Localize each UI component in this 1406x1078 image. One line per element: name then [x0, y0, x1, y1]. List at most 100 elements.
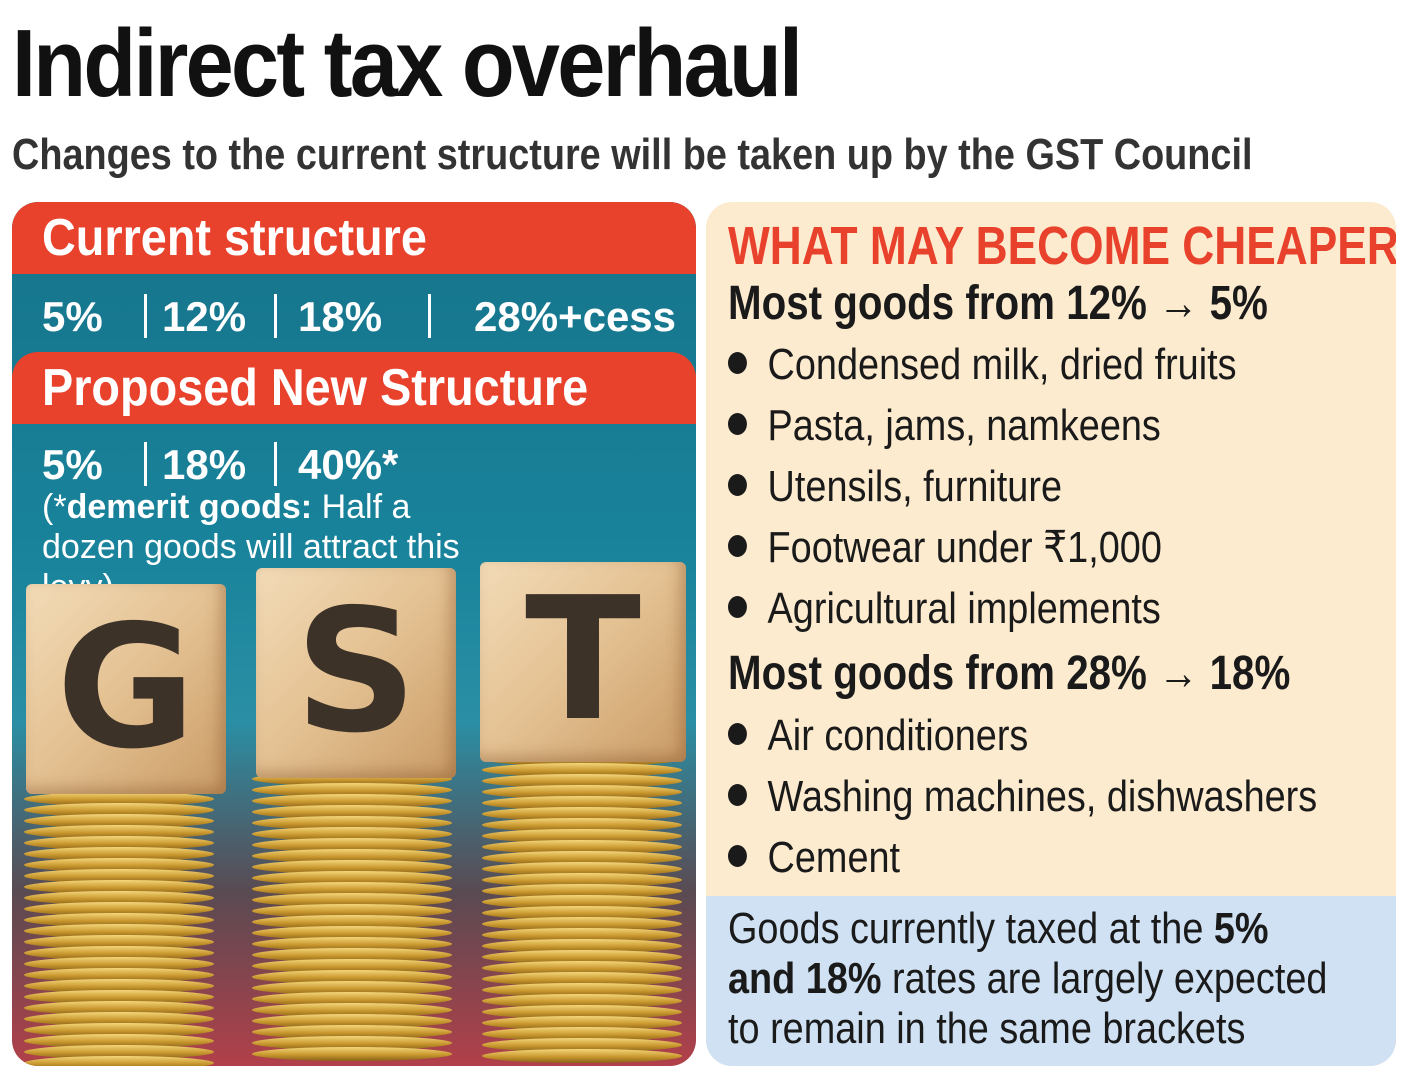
cube-letter-s: S [294, 573, 418, 771]
page-title: Indirect tax overhaul [12, 10, 803, 117]
coin-stack-middle [252, 772, 452, 1066]
coin [252, 816, 452, 830]
cheaper-heading: WHAT MAY BECOME CHEAPER [728, 216, 1396, 276]
list-item: Agricultural implements [728, 582, 1161, 636]
coin [252, 1014, 452, 1028]
coin [24, 957, 214, 971]
coin [252, 981, 452, 995]
coin [24, 990, 214, 1004]
coin [482, 994, 682, 1008]
coin [482, 983, 682, 997]
cube-s: S [256, 568, 456, 778]
cheaper-goods-panel: WHAT MAY BECOME CHEAPER Most goods from … [706, 202, 1396, 1066]
coin [482, 840, 682, 854]
coin [482, 785, 682, 799]
coin [24, 836, 214, 850]
group-heading-28-to-18: Most goods from 28% → 18% [728, 647, 1291, 700]
coin [482, 818, 682, 832]
coin [482, 1027, 682, 1041]
page-subtitle: Changes to the current structure will be… [12, 130, 1253, 179]
coin-stack-right [482, 752, 682, 1066]
bullet-icon [728, 413, 747, 436]
list-item: Pasta, jams, namkeens [728, 399, 1161, 453]
coin [482, 917, 682, 931]
proposed-rate: 5% [42, 441, 103, 488]
proposed-rate: 40%* [298, 441, 399, 488]
bullet-icon [728, 535, 747, 558]
coin [252, 1036, 452, 1050]
coin [482, 928, 682, 942]
list-item: Air conditioners [728, 709, 1028, 763]
rate-divider [428, 294, 431, 338]
rate-divider [274, 442, 277, 486]
list-item: Washing machines, dishwashers [728, 770, 1317, 824]
coin [482, 1005, 682, 1019]
coin [482, 895, 682, 909]
group-heading-12-to-5: Most goods from 12% → 5% [728, 277, 1268, 330]
list-item: Cement [728, 831, 900, 885]
coin [24, 1023, 214, 1037]
footnote-box: Goods currently taxed at the 5% and 18% … [706, 896, 1396, 1066]
coin [252, 926, 452, 940]
coin [24, 803, 214, 817]
coin [24, 891, 214, 905]
coin [252, 882, 452, 896]
list-item: Footwear under ₹1,000 [728, 521, 1162, 575]
coin [482, 906, 682, 920]
bullet-icon [728, 474, 747, 497]
coin [24, 1001, 214, 1015]
coin [24, 847, 214, 861]
coin [252, 1047, 452, 1061]
bullet-icon [728, 723, 747, 746]
coin [482, 774, 682, 788]
coin-stack-left [24, 792, 214, 1066]
current-rate: 12% [162, 293, 247, 340]
coin [24, 913, 214, 927]
coin [252, 783, 452, 797]
coin [24, 825, 214, 839]
coin [24, 902, 214, 916]
coin [252, 915, 452, 929]
coin [24, 935, 214, 949]
structure-panel: Current structure 5% 12% 18% 28%+cess Pr… [12, 202, 696, 1066]
coin [482, 950, 682, 964]
coin [24, 792, 214, 806]
coin [252, 992, 452, 1006]
coin [24, 1012, 214, 1026]
coin [252, 827, 452, 841]
coin [252, 959, 452, 973]
coin [252, 860, 452, 874]
current-structure-header: Current structure [12, 202, 696, 274]
coin [252, 794, 452, 808]
coin [482, 873, 682, 887]
coin [252, 970, 452, 984]
coin [252, 904, 452, 918]
bullet-icon [728, 784, 747, 807]
coin [24, 880, 214, 894]
current-rate: 18% [298, 293, 383, 340]
coin [24, 869, 214, 883]
coin [252, 871, 452, 885]
coin [252, 948, 452, 962]
coin [252, 805, 452, 819]
coin [482, 862, 682, 876]
coin [252, 937, 452, 951]
list-item: Utensils, furniture [728, 460, 1062, 514]
coin [482, 796, 682, 810]
bullet-icon [728, 352, 747, 375]
coin [482, 972, 682, 986]
current-rate: 5% [42, 293, 103, 340]
coin [482, 763, 682, 777]
bullet-icon [728, 845, 747, 868]
footnote-text: Goods currently taxed at the 5% and 18% … [728, 904, 1328, 1053]
coin [482, 851, 682, 865]
coin [252, 1003, 452, 1017]
coin [482, 884, 682, 898]
demerit-goods-label: demerit goods: [66, 488, 313, 526]
cube-letter-g: G [56, 589, 196, 787]
proposed-rate: 18% [162, 441, 247, 488]
demerit-goods-note: (*demerit goods: Half a dozen goods will… [42, 488, 460, 606]
coin [24, 979, 214, 993]
cube-t: T [480, 562, 686, 762]
coin [482, 939, 682, 953]
